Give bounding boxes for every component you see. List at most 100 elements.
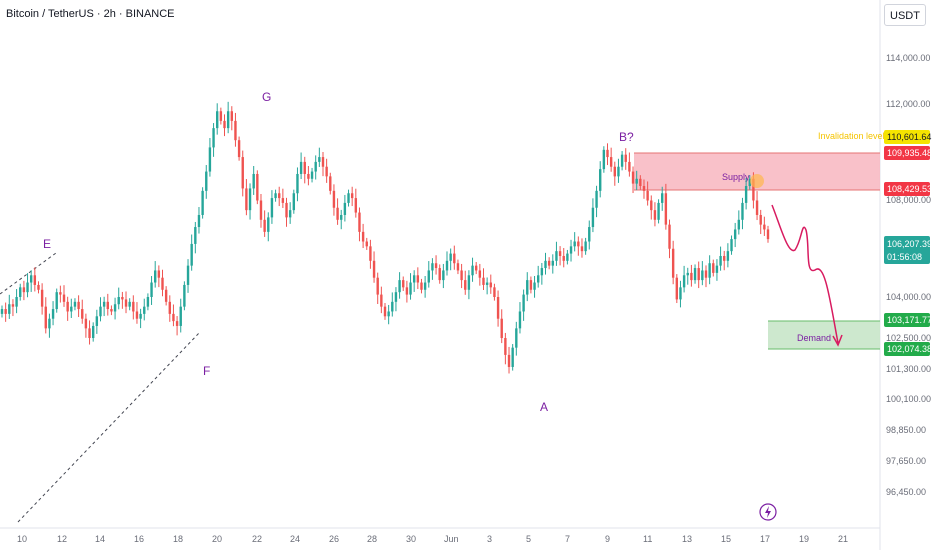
candle-body (344, 203, 346, 215)
candle-body (70, 307, 72, 312)
candle-body (639, 179, 641, 186)
candle-body (1, 309, 3, 314)
price-axis[interactable]: 114,000.00 112,000.00 108,000.00 104,000… (886, 53, 931, 497)
candle-body (267, 217, 269, 231)
candle-body (289, 210, 291, 217)
candle-body (271, 198, 273, 217)
candle-body (522, 295, 524, 312)
candle-body (136, 311, 138, 318)
candle-body (665, 193, 667, 224)
candle-body (544, 261, 546, 268)
time-tick: 22 (252, 534, 262, 544)
time-tick: 24 (290, 534, 300, 544)
demand-zone-label: Demand (797, 333, 831, 343)
candle-body (687, 273, 689, 275)
candle-body (384, 307, 386, 317)
candle-body (471, 266, 473, 276)
wave-label-e: E (43, 237, 51, 251)
candle-body (172, 314, 174, 321)
candle-body (125, 299, 127, 306)
candle-body (690, 273, 692, 280)
candle-body (355, 198, 357, 212)
price-tag-demand-top: 103,171.77 (884, 313, 932, 327)
candle-body (154, 270, 156, 282)
candle-body (158, 270, 160, 277)
candle-body (307, 174, 309, 179)
candle-body (479, 270, 481, 277)
candle-body (209, 147, 211, 171)
candle-body (56, 292, 58, 309)
candle-body (515, 328, 517, 347)
candle-body (263, 220, 265, 232)
trendline-lower[interactable] (18, 332, 200, 522)
candle-body (128, 302, 130, 307)
candle-body (526, 280, 528, 294)
candle-body (52, 309, 54, 319)
candle-body (657, 203, 659, 220)
candle-body (625, 155, 627, 162)
candle-body (679, 287, 681, 299)
flash-icon[interactable] (760, 504, 776, 520)
candle-body (121, 297, 123, 299)
wave-label-f: F (203, 364, 210, 378)
candle-body (584, 242, 586, 252)
candle-body (30, 275, 32, 282)
candle-body (336, 208, 338, 220)
candle-body (391, 302, 393, 312)
candle-body (314, 162, 316, 172)
candle-body (238, 140, 240, 157)
candle-body (449, 254, 451, 261)
price-tick: 98,850.00 (886, 425, 926, 435)
time-tick: 16 (134, 534, 144, 544)
candle-body (63, 295, 65, 302)
candle-body (322, 157, 324, 167)
candle-body (668, 225, 670, 249)
candle-body (318, 157, 320, 162)
time-tick: 5 (526, 534, 531, 544)
candle-body (169, 302, 171, 314)
candle-body (362, 232, 364, 242)
candle-body (351, 193, 353, 198)
candle-body (377, 278, 379, 295)
candle-body (231, 111, 233, 121)
price-tick: 97,650.00 (886, 456, 926, 466)
candle-body (212, 128, 214, 147)
candle-body (497, 297, 499, 319)
candle-body (439, 268, 441, 280)
candle-body (464, 280, 466, 290)
svg-text:102,074.38: 102,074.38 (887, 344, 932, 354)
time-axis[interactable]: 10 12 14 16 18 20 22 24 26 28 30 Jun 3 5… (17, 534, 848, 544)
candle-body (460, 270, 462, 280)
candle-body (311, 172, 313, 179)
candle-body (559, 251, 561, 256)
candle-body (37, 285, 39, 290)
candle-body (606, 150, 608, 157)
candle-body (508, 355, 510, 367)
candle-body (745, 186, 747, 203)
candle-body (511, 348, 513, 367)
candle-body (632, 172, 634, 184)
candle-body (482, 278, 484, 285)
candle-body (358, 213, 360, 232)
candle-body (161, 278, 163, 290)
candle-body (260, 201, 262, 220)
candle-body (708, 263, 710, 277)
candle-body (103, 302, 105, 307)
candle-body (413, 275, 415, 282)
candle-body (66, 302, 68, 312)
candle-body (643, 186, 645, 191)
candle-body (369, 246, 371, 260)
candle-body (468, 275, 470, 289)
candle-body (599, 169, 601, 191)
candle-body (738, 220, 740, 230)
candle-body (325, 167, 327, 177)
candle-body (519, 311, 521, 328)
candle-body (628, 162, 630, 172)
candle-body (501, 319, 503, 338)
time-tick: 30 (406, 534, 416, 544)
candle-body (398, 280, 400, 292)
candle-body (165, 290, 167, 302)
time-tick: Jun (444, 534, 459, 544)
candle-body (223, 121, 225, 128)
